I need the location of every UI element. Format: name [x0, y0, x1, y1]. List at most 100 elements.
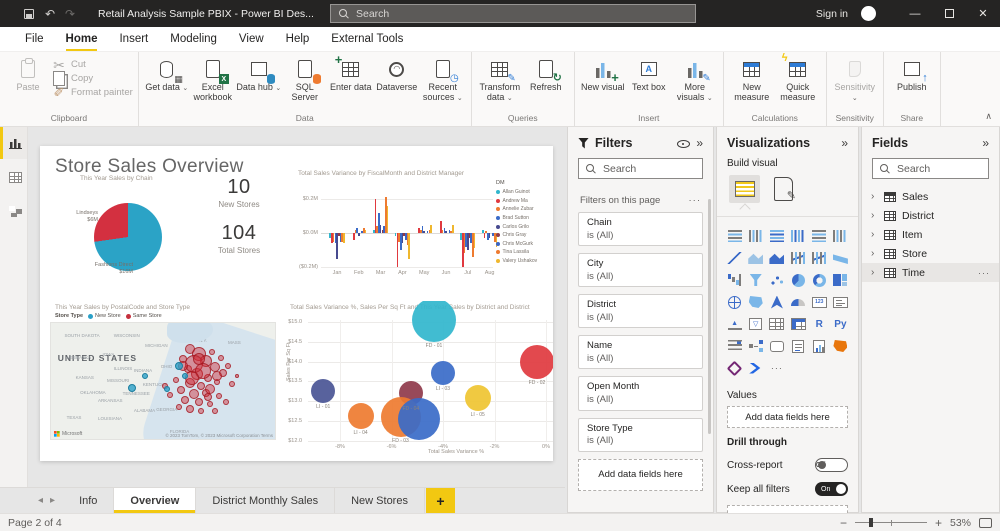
azure-map-icon[interactable] — [767, 293, 786, 311]
zoom-slider-handle[interactable] — [869, 518, 873, 527]
clustered-bar-chart-icon[interactable] — [767, 227, 786, 245]
legend-entry[interactable]: Chris Gray — [496, 231, 552, 240]
menu-item-external-tools[interactable]: External Tools — [331, 33, 404, 45]
bar-segment[interactable] — [470, 233, 473, 244]
filled-map-icon[interactable] — [746, 293, 765, 311]
bar-segment[interactable] — [341, 233, 343, 242]
page-tab-info[interactable]: Info — [63, 488, 115, 513]
bar-segment[interactable] — [443, 227, 446, 233]
slicer-icon[interactable]: ▽ — [746, 315, 765, 333]
bar-segment[interactable] — [485, 231, 488, 233]
stacked-column-chart-icon[interactable] — [746, 227, 765, 245]
ribbon-chart-icon[interactable] — [831, 249, 850, 267]
bar-segment[interactable] — [448, 229, 451, 233]
bar-segment[interactable] — [354, 229, 357, 233]
next-page-arrow[interactable]: ▸ — [50, 495, 56, 506]
LI - 03-bubble[interactable] — [431, 360, 455, 385]
fields-search-input[interactable]: Search — [872, 158, 989, 179]
legend-entry[interactable]: Tina Lassila — [496, 248, 552, 257]
filters-scrollbar[interactable] — [708, 199, 711, 434]
page-tab-overview[interactable]: Overview — [114, 488, 197, 513]
eye-icon[interactable] — [676, 137, 691, 149]
filter-card-district[interactable]: District is (All) — [578, 294, 703, 329]
format-visual-tab[interactable] — [774, 177, 796, 202]
cut-button[interactable]: ✂ Cut — [51, 58, 133, 72]
close-button[interactable]: ✕ — [978, 8, 988, 20]
bar-segment[interactable] — [495, 233, 498, 247]
transform-data-button[interactable]: ✎ Transform data ⌄ — [477, 55, 523, 103]
legend-entry[interactable]: Allan Guinot — [496, 188, 552, 197]
more-options-icon[interactable]: ··· — [978, 267, 990, 278]
bar-segment[interactable] — [492, 233, 494, 237]
save-icon[interactable] — [18, 8, 40, 19]
decomposition-tree-icon[interactable] — [746, 337, 765, 355]
bar-segment[interactable] — [465, 233, 467, 247]
menu-item-home[interactable]: Home — [55, 29, 109, 51]
report-page[interactable]: Store Sales Overview This Year Sales by … — [40, 146, 553, 461]
filters-add-field-target[interactable]: Add data fields here — [578, 458, 703, 491]
menu-item-view[interactable]: View — [238, 33, 264, 45]
stacked-bar-chart-icon[interactable] — [725, 227, 744, 245]
bar-segment[interactable] — [463, 233, 466, 254]
bar-segment[interactable] — [396, 233, 399, 267]
avatar[interactable] — [861, 6, 876, 21]
sensitivity-button[interactable]: Sensitivity ⌄ — [832, 55, 878, 103]
qna-icon[interactable] — [767, 337, 786, 355]
LI - 04-bubble[interactable] — [347, 403, 374, 430]
filter-card-open-month[interactable]: Open Month is (All) — [578, 376, 703, 411]
enter-data-button[interactable]: + Enter data — [330, 52, 372, 92]
multi-row-card-icon[interactable] — [831, 293, 850, 311]
build-visual-tab[interactable] — [729, 175, 760, 215]
paginated-report-icon[interactable] — [810, 337, 829, 355]
bar-segment[interactable] — [383, 226, 385, 233]
collapse-ribbon-icon[interactable]: ∧ — [985, 111, 992, 121]
dataverse-button[interactable]: ◠ Dataverse — [374, 55, 420, 92]
collapse-visualizations-icon[interactable]: » — [841, 136, 848, 150]
bar-segment[interactable] — [398, 233, 400, 242]
table-icon[interactable] — [767, 315, 786, 333]
bar-segment[interactable] — [441, 229, 444, 233]
menu-item-help[interactable]: Help — [285, 33, 310, 45]
LI - 01-bubble[interactable] — [311, 378, 336, 403]
bar-segment[interactable] — [482, 229, 484, 233]
publish-button[interactable]: ↑ Publish — [889, 55, 935, 92]
bar-segment[interactable] — [408, 233, 411, 259]
bar-segment[interactable] — [384, 197, 387, 233]
global-search-input[interactable]: Search — [330, 4, 696, 23]
legend-entry[interactable]: Valery Ushakov — [496, 257, 552, 266]
filter-card-city[interactable]: City is (All) — [578, 253, 703, 288]
new-page-button[interactable]: + — [425, 488, 455, 513]
map-icon[interactable] — [725, 293, 744, 311]
bar-segment[interactable] — [450, 231, 452, 233]
bar-segment[interactable] — [467, 233, 469, 250]
restore-button[interactable] — [932, 0, 966, 27]
bar-segment[interactable] — [452, 224, 454, 233]
bar-segment[interactable] — [440, 221, 442, 233]
format-painter-button[interactable]: ✐ Format painter — [51, 86, 133, 99]
bar-segment[interactable] — [468, 233, 471, 239]
bar-segment[interactable] — [337, 233, 340, 237]
bar-segment[interactable] — [403, 233, 405, 237]
line-and-clustered-column-chart-icon[interactable] — [810, 249, 829, 267]
r-script-icon[interactable]: R — [815, 318, 823, 330]
bar-segment[interactable] — [343, 233, 345, 244]
district-bubble[interactable] — [397, 397, 440, 440]
bar-segment[interactable] — [461, 233, 464, 267]
collapse-filters-icon[interactable]: » — [696, 136, 703, 150]
bar-segment[interactable] — [352, 233, 355, 240]
filters-more-icon[interactable]: ··· — [688, 195, 701, 206]
zoom-out-button[interactable]: − — [839, 515, 847, 530]
power-apps-icon[interactable] — [725, 359, 744, 377]
kpi-icon[interactable]: ▲ — [725, 315, 744, 333]
bar-segment[interactable] — [401, 233, 404, 244]
sign-in-button[interactable]: Sign in — [815, 7, 848, 20]
bar-segment[interactable] — [364, 229, 367, 233]
get-data-button[interactable]: ▦ Get data ⌄ — [144, 55, 190, 93]
stacked-area-chart-icon[interactable] — [767, 249, 786, 267]
prev-page-arrow[interactable]: ◂ — [38, 495, 44, 506]
model-view-button[interactable] — [0, 195, 27, 227]
values-add-field-target[interactable]: Add data fields here — [727, 406, 848, 428]
FD - 01-bubble[interactable] — [411, 301, 456, 343]
bar-segment[interactable] — [394, 233, 397, 237]
bar-segment[interactable] — [472, 233, 474, 257]
